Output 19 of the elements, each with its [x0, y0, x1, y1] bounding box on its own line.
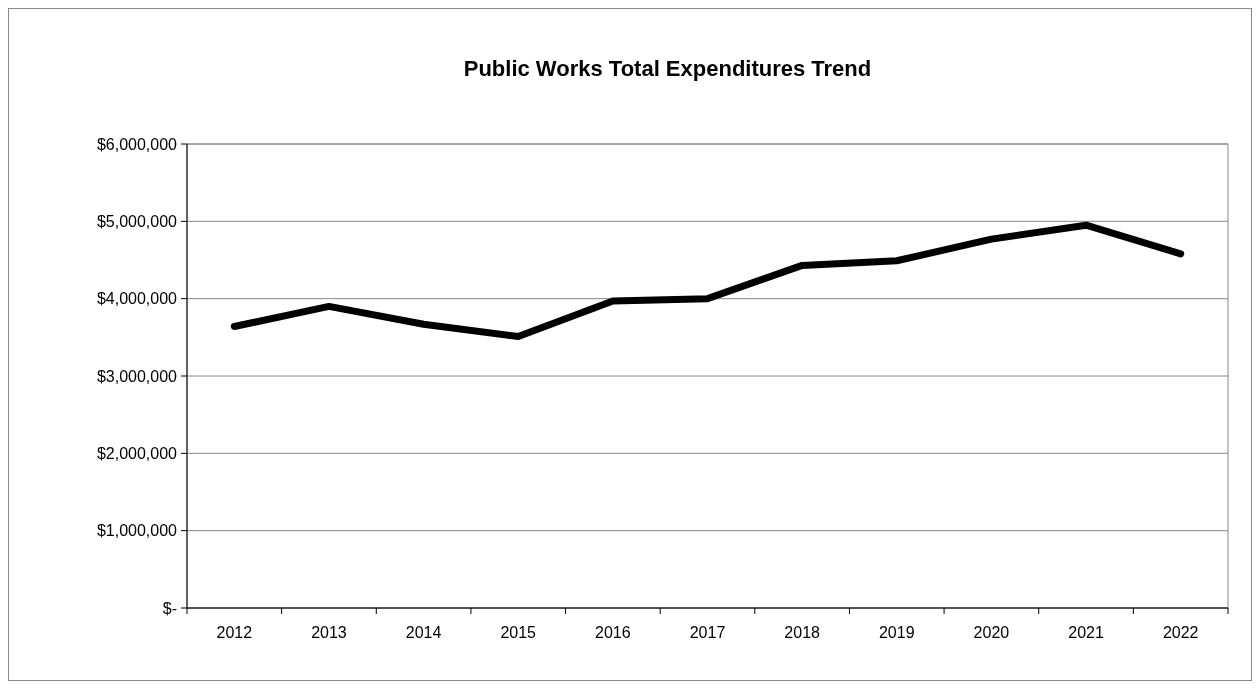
x-tick-label: 2017 — [689, 624, 726, 641]
x-tick-label: 2015 — [500, 624, 537, 641]
y-tick-label: $3,000,000 — [96, 367, 178, 385]
x-tick-label: 2018 — [784, 624, 821, 641]
y-tick-label: $5,000,000 — [96, 212, 178, 230]
x-tick-label: 2019 — [878, 624, 915, 641]
x-tick-label: 2014 — [405, 624, 442, 641]
y-tick-label: $6,000,000 — [96, 135, 178, 153]
x-tick-label: 2021 — [1068, 624, 1104, 641]
y-tick-label: $- — [162, 599, 177, 617]
x-tick-label: 2012 — [216, 624, 253, 641]
chart-title: Public Works Total Expenditures Trend — [463, 56, 872, 81]
y-tick-label: $4,000,000 — [96, 290, 178, 308]
y-tick-label: $2,000,000 — [96, 444, 178, 462]
y-tick-label: $1,000,000 — [96, 522, 178, 540]
x-tick-label: 2020 — [973, 624, 1010, 641]
x-tick-label: 2016 — [595, 624, 631, 641]
x-tick-label: 2013 — [311, 624, 347, 641]
x-tick-label: 2022 — [1162, 624, 1199, 641]
